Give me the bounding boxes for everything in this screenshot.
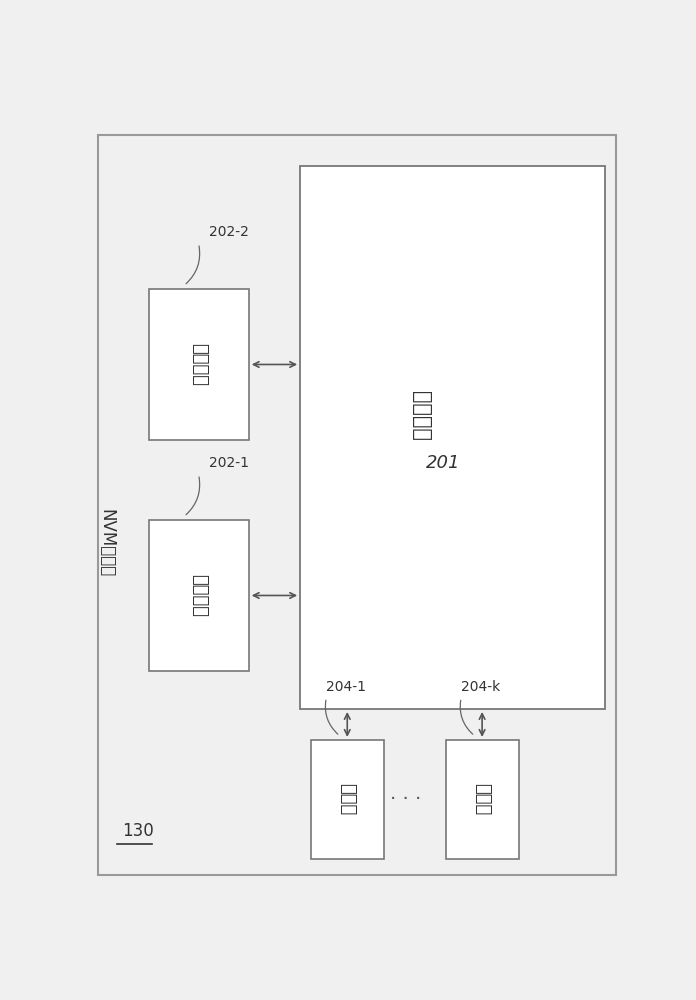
Text: 逻辑模块: 逻辑模块 — [411, 391, 432, 441]
Text: 204-1: 204-1 — [326, 680, 366, 694]
Bar — [445, 740, 519, 859]
Text: 定时器: 定时器 — [338, 783, 356, 816]
Bar — [149, 520, 249, 671]
Text: 130: 130 — [122, 822, 154, 840]
Bar — [311, 740, 383, 859]
Text: 操作队列: 操作队列 — [190, 574, 208, 617]
Text: 定时器: 定时器 — [473, 783, 491, 816]
Text: 201: 201 — [426, 454, 460, 472]
Bar — [149, 289, 249, 440]
Text: 204-k: 204-k — [461, 680, 500, 694]
Text: 202-1: 202-1 — [209, 456, 249, 470]
Text: · · ·: · · · — [390, 790, 421, 809]
Text: 操作队列: 操作队列 — [190, 343, 208, 386]
Bar — [300, 166, 605, 709]
Text: NVM控制器: NVM控制器 — [97, 509, 115, 578]
Text: 202-2: 202-2 — [209, 225, 249, 239]
